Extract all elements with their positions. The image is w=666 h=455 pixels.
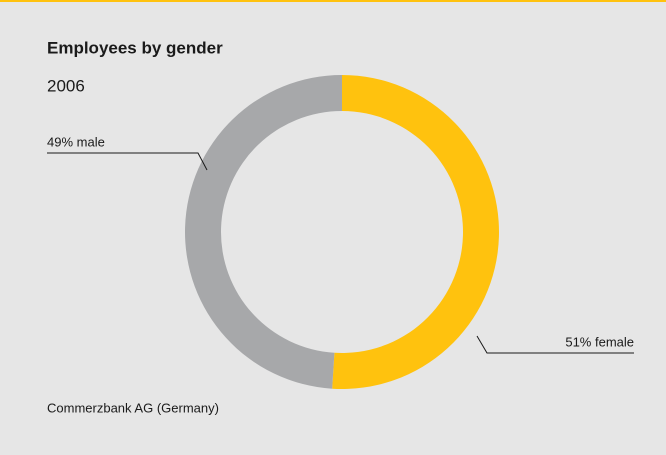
donut-segment [185,75,342,389]
leader-line [47,152,208,171]
top-rule [0,0,666,2]
chart-subtitle: 2006 [47,76,85,95]
data-label: 49% male [47,134,105,149]
data-label: 51% female [565,334,634,349]
donut-segment [332,75,500,389]
source-note: Commerzbank AG (Germany) [47,400,219,415]
chart-title: Employees by gender [47,38,223,57]
leader-line [476,335,634,354]
